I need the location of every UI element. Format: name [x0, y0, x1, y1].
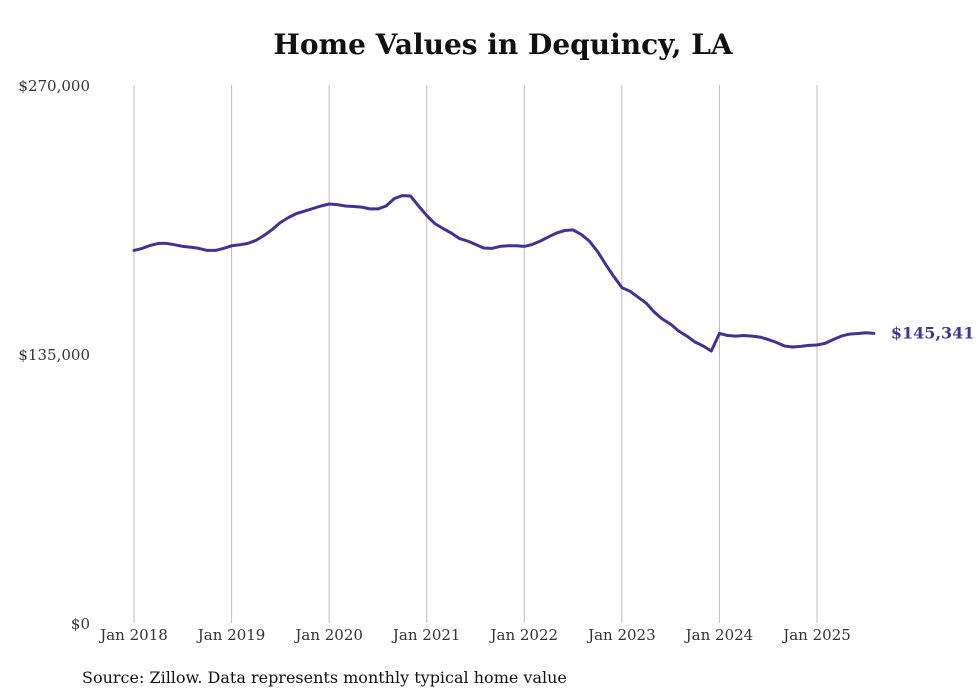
y-tick-label: $270,000 — [18, 77, 90, 95]
series-layer: $145,341 — [132, 194, 975, 353]
x-tick-label: Jan 2022 — [489, 626, 559, 644]
x-tick-label: Jan 2018 — [98, 626, 168, 644]
vertical-gridlines — [133, 85, 818, 623]
x-tick-label: Jan 2021 — [391, 626, 461, 644]
x-tick-label: Jan 2024 — [684, 626, 754, 644]
chart-title: Home Values in Dequincy, LA — [273, 28, 733, 61]
y-tick-label: $0 — [71, 615, 90, 633]
x-tick-label: Jan 2020 — [293, 626, 363, 644]
source-note: Source: Zillow. Data represents monthly … — [82, 668, 567, 687]
x-tick-label: Jan 2025 — [781, 626, 851, 644]
y-axis-labels: $0 $135,000 $270,000 — [18, 77, 90, 633]
y-tick-label: $135,000 — [18, 346, 90, 364]
series-line — [132, 194, 876, 353]
x-tick-label: Jan 2023 — [586, 626, 656, 644]
end-value-label: $145,341 — [891, 323, 975, 342]
x-axis-labels: Jan 2018 Jan 2019 Jan 2020 Jan 2021 Jan 2022… — [98, 626, 851, 644]
x-tick-label: Jan 2019 — [196, 626, 266, 644]
